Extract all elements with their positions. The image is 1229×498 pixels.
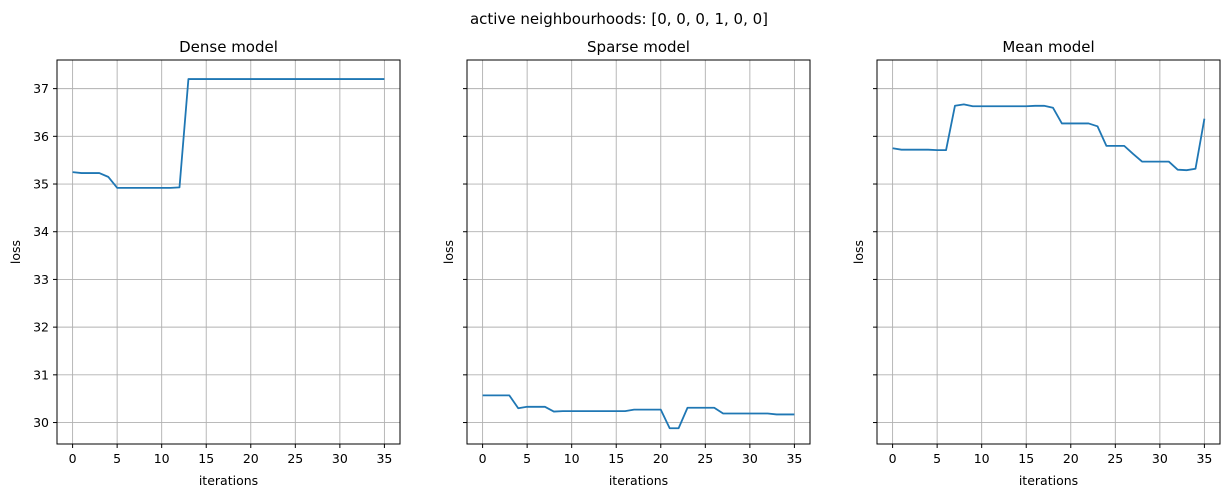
x-tick-label: 30 <box>1152 451 1168 466</box>
x-tick-label: 25 <box>697 451 713 466</box>
series-line-1 <box>892 103 1206 172</box>
figure-suptitle: active neighbourhoods: [0, 0, 0, 1, 0, 0… <box>470 10 768 28</box>
subplot-1: 0 5 10 15 20 25 30 35 30 31 32 33 34 35 36 37 Dense mode… <box>8 38 401 488</box>
y-axis-label: loss <box>851 240 866 264</box>
x-tick-label: 10 <box>154 451 170 466</box>
x-tick-label: 25 <box>287 451 303 466</box>
axes-frame <box>876 59 1221 445</box>
y-tick-label: 35 <box>33 177 49 192</box>
subplot-2: 0 5 10 15 20 25 30 35 Sparse model iterations loss <box>441 38 811 488</box>
y-tick-label: 32 <box>33 320 49 335</box>
y-tick-label: 30 <box>33 415 49 430</box>
subplot-3: 0 5 10 15 20 25 30 35 Mean model iterations loss <box>851 38 1221 488</box>
x-tick-label: 35 <box>1196 451 1212 466</box>
series-line-1 <box>72 78 385 189</box>
y-tick-label: 33 <box>33 272 49 287</box>
x-tick-label: 20 <box>653 451 669 466</box>
x-tick-label: 20 <box>243 451 259 466</box>
y-axis-label: loss <box>8 240 23 264</box>
series-line-1 <box>482 394 795 430</box>
subplot-title: Mean model <box>1002 38 1094 56</box>
x-tick-label: 15 <box>608 451 624 466</box>
x-tick-label: 10 <box>564 451 580 466</box>
x-tick-label: 0 <box>479 451 487 466</box>
x-tick-label: 35 <box>376 451 392 466</box>
x-tick-label: 15 <box>198 451 214 466</box>
x-axis-label: iterations <box>609 473 668 488</box>
x-tick-label: 0 <box>889 451 897 466</box>
axes-frame <box>56 59 401 445</box>
x-tick-label: 35 <box>786 451 802 466</box>
x-tick-label: 25 <box>1107 451 1123 466</box>
x-tick-label: 5 <box>113 451 121 466</box>
y-tick-label: 36 <box>33 129 49 144</box>
axes-frame <box>466 59 811 445</box>
x-axis-label: iterations <box>1019 473 1078 488</box>
x-tick-label: 10 <box>974 451 990 466</box>
x-tick-label: 20 <box>1063 451 1079 466</box>
x-tick-label: 30 <box>332 451 348 466</box>
x-axis-label: iterations <box>199 473 258 488</box>
x-tick-label: 5 <box>523 451 531 466</box>
axes-layer: 0 5 10 15 20 25 30 35 30 31 32 33 34 35 36 37 Dense mode… <box>8 38 1221 488</box>
y-tick-label: 34 <box>33 224 49 239</box>
subplot-title: Dense model <box>179 38 278 56</box>
y-tick-label: 37 <box>33 81 49 96</box>
x-tick-label: 15 <box>1018 451 1034 466</box>
x-tick-label: 5 <box>933 451 941 466</box>
x-tick-label: 30 <box>742 451 758 466</box>
x-tick-label: 0 <box>69 451 77 466</box>
y-tick-label: 31 <box>33 367 49 382</box>
subplot-title: Sparse model <box>587 38 690 56</box>
y-axis-label: loss <box>441 240 456 264</box>
